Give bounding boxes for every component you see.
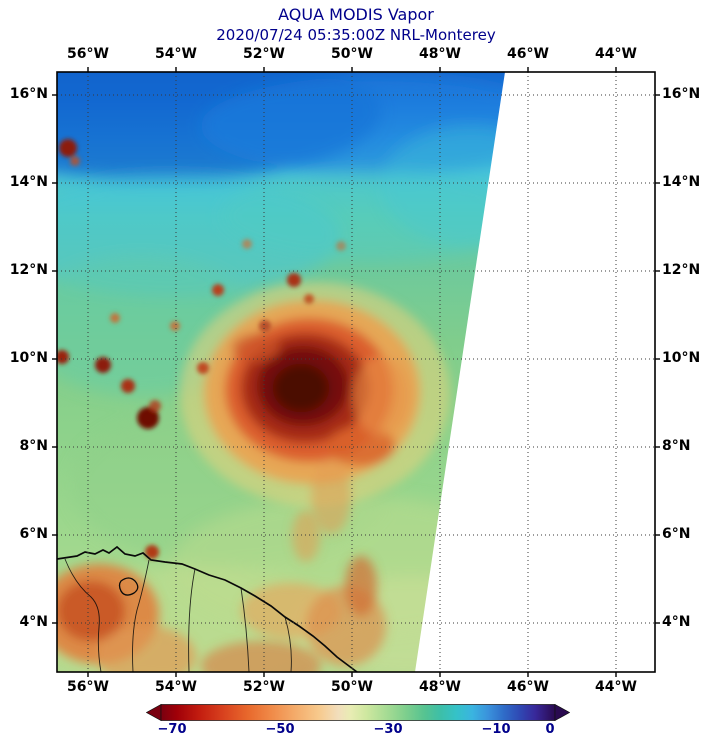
x-tick-label-top: 52°W: [243, 46, 285, 62]
colorbar-tick-label: −50: [265, 722, 295, 737]
axis-tick-marks: [52, 67, 660, 677]
colorbar-right-arrow: [554, 704, 570, 721]
figure-title: AQUA MODIS Vapor: [278, 5, 434, 24]
y-tick-label-right: 16°N: [662, 86, 701, 102]
x-tick-label-top: 48°W: [419, 46, 461, 62]
colorbar: [146, 704, 570, 721]
y-tick-label-left: 16°N: [9, 86, 48, 102]
colorbar-gradient: [160, 704, 556, 721]
x-tick-label-top: 44°W: [595, 46, 637, 62]
x-tick-label-top: 56°W: [67, 46, 109, 62]
y-tick-label-right: 4°N: [662, 614, 691, 630]
y-tick-label-left: 8°N: [19, 438, 48, 454]
x-tick-label-bottom: 50°W: [331, 679, 373, 695]
inland-borders: [64, 558, 292, 672]
coastline: [57, 545, 358, 672]
colorbar-tick-label: 0: [545, 722, 555, 737]
y-tick-label-left: 6°N: [19, 526, 48, 542]
map-plot: [52, 67, 660, 677]
x-tick-label-bottom: 46°W: [507, 679, 549, 695]
y-tick-label-left: 14°N: [9, 174, 48, 190]
y-tick-label-right: 14°N: [662, 174, 701, 190]
y-tick-label-right: 8°N: [662, 438, 691, 454]
no-data-region: [415, 72, 655, 672]
x-tick-label-top: 50°W: [331, 46, 373, 62]
x-tick-label-bottom: 56°W: [67, 679, 109, 695]
x-tick-label-bottom: 54°W: [155, 679, 197, 695]
y-tick-label-right: 12°N: [662, 262, 701, 278]
x-tick-label-top: 46°W: [507, 46, 549, 62]
small-dry-spots: [57, 139, 346, 559]
y-tick-label-left: 12°N: [9, 262, 48, 278]
plot-frame: [56, 71, 656, 673]
colorbar-tick-label: −30: [373, 722, 403, 737]
x-tick-label-bottom: 52°W: [243, 679, 285, 695]
gridlines: [57, 72, 655, 672]
y-tick-label-left: 10°N: [9, 350, 48, 366]
colorbar-tick-label: −70: [157, 722, 187, 737]
y-tick-label-right: 6°N: [662, 526, 691, 542]
y-tick-label-right: 10°N: [662, 350, 701, 366]
colorbar-left-arrow: [146, 704, 162, 721]
map-image: [57, 72, 655, 672]
y-tick-label-left: 4°N: [19, 614, 48, 630]
lake-outline: [118, 577, 139, 596]
x-tick-label-top: 54°W: [155, 46, 197, 62]
storm-feature: [180, 282, 450, 534]
x-tick-label-bottom: 48°W: [419, 679, 461, 695]
colorbar-tick-label: −10: [481, 722, 511, 737]
figure-subtitle: 2020/07/24 05:35:00Z NRL-Monterey: [216, 26, 496, 44]
x-tick-label-bottom: 44°W: [595, 679, 637, 695]
